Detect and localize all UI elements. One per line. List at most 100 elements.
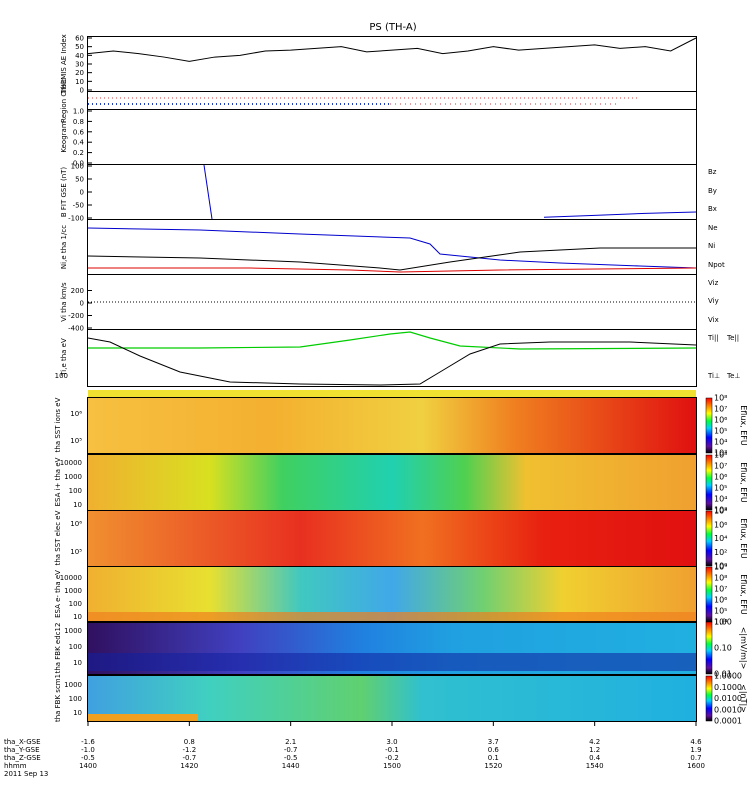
colorbar-tick-label: 0.0010 <box>714 705 742 714</box>
ae-tick-label: 40 <box>75 52 84 60</box>
sst-ion-ylabel: tha SST ions eV <box>54 397 62 452</box>
fbk-edc12-ytick-1: 100 <box>69 643 82 651</box>
footer-label-x: tha_X-GSE <box>4 738 41 746</box>
colorbar <box>705 510 713 567</box>
sst-elec-spectrogram <box>88 511 696 566</box>
temp-panel: 100 Ti,e tha eV Ti|| Te|| Ti⊥ Te⊥ <box>55 331 741 386</box>
esa-ion-ytick-3: 10000 <box>60 459 82 467</box>
colorbar-tick-label: 10⁸ <box>714 394 727 403</box>
time-axis-value: -1.2 <box>182 746 196 754</box>
time-axis-footer: tha_X-GSE tha_Y-GSE tha_Z-GSE hhmm 2011 … <box>4 721 705 778</box>
time-axis-value: -1.0 <box>81 746 95 754</box>
esa-ion-ytick-2: 1000 <box>64 473 82 481</box>
time-axis-value: 1.2 <box>589 746 600 754</box>
esa-elec-ytick-3: 10000 <box>60 574 82 582</box>
esa-elec-low-band <box>88 612 696 622</box>
bfit-tick-label: 0 <box>80 189 84 197</box>
time-axis-value: -0.5 <box>81 754 95 762</box>
colorbar <box>705 454 713 511</box>
colorbars: 10³ 10⁴ 10⁵ 10⁶ 10⁷ 10⁸ Eflux, EFU 10³ 10⁴ 10⁵ 10⁶… <box>705 394 748 726</box>
colorbar-tick-label: 10² <box>714 548 727 557</box>
ni-line <box>87 247 696 271</box>
bfit-panel: -100 -50 0 50 100 B FIT GSE (nT) Bz By Bx <box>60 163 717 223</box>
sst-ion-ytick-0: 10⁵ <box>70 437 82 445</box>
time-axis-value: 1400 <box>79 762 97 770</box>
bfit-yticks: -100 -50 0 50 100 <box>68 163 92 223</box>
keogram-panel: 0.0 0.2 0.4 0.6 0.8 1.0 Keogram <box>60 108 92 168</box>
legend-viy: Viy <box>708 297 719 305</box>
legend-bz: Bz <box>708 168 717 176</box>
colorbar-tick-label: 10⁶ <box>714 473 727 482</box>
region-ylabel: Region Orbit <box>60 79 68 123</box>
ae-tick-label: 30 <box>75 61 84 69</box>
keogram-tick-label: 0.8 <box>73 118 84 126</box>
time-axis-value: 4.6 <box>690 738 702 746</box>
panel-frames <box>87 36 697 387</box>
sst-elec-ylabel: tha SST elec eV <box>54 510 62 565</box>
fbk-edc12-ytick-0: 10 <box>73 659 82 667</box>
colorbar-tick-label: 1.00 <box>714 618 732 627</box>
fbk-edc12-ytick-2: 1000 <box>64 627 82 635</box>
npot-line <box>87 227 697 269</box>
colorbar-tick-label: 10³ <box>714 506 727 515</box>
sst-elec-ytick-1: 10⁶ <box>70 520 82 528</box>
colorbar-tick-label: 0.10 <box>714 644 732 653</box>
colorbar-tick-label: 10⁴ <box>714 534 727 543</box>
ae-ylabel: THEMIS AE Index <box>60 34 68 94</box>
time-axis-value: 1520 <box>484 762 502 770</box>
ne-line <box>88 267 697 273</box>
legend-te-par: Te|| <box>726 334 739 342</box>
sst-ion-top-strip <box>88 390 696 398</box>
colorbar-tick-label: 10⁵ <box>714 607 727 616</box>
footer-label-date: 2011 Sep 13 <box>4 770 48 778</box>
time-axis-value: 0.1 <box>488 754 499 762</box>
spectrogram-ylabels: tha SST ions eV 10⁶ 10⁵ ESA i+ tha eV 10… <box>54 397 82 722</box>
time-axis-value: 1.9 <box>690 746 701 754</box>
colorbar <box>705 397 713 454</box>
velocity-yticks: -400 -200 0 200 <box>68 287 92 333</box>
colorbar-label: Eflux, EFU <box>739 574 748 615</box>
time-axis-value: 3.7 <box>488 738 499 746</box>
legend-vix: Vix <box>708 316 719 324</box>
fbk-scm1-ytick-0: 10 <box>73 709 82 717</box>
density-panel: Ni,e tha 1/cc Ne Ni Npot <box>60 224 725 273</box>
colorbar-label: Eflux, EFU <box>739 518 748 559</box>
panel-keogram-frame <box>87 109 697 165</box>
sst-ion-spectrogram <box>88 398 696 453</box>
colorbar-tick-label: 10³ <box>714 449 727 458</box>
ti-par-line <box>88 331 697 350</box>
time-axis-value: 3.0 <box>386 738 397 746</box>
legend-ti-par: Ti|| <box>707 334 719 342</box>
panel-bfit-frame <box>87 164 697 220</box>
sst-elec-ytick-0: 10⁵ <box>70 548 82 556</box>
colorbar-tick-label: 10⁴ <box>714 495 727 504</box>
colorbar-tick-label: 1.0000 <box>714 672 742 681</box>
legend-viz: Viz <box>708 279 719 287</box>
temp-ylabel: Ti,e tha eV <box>60 338 68 377</box>
time-axis-value: 0.4 <box>589 754 601 762</box>
esa-elec-ytick-0: 10 <box>73 613 82 621</box>
colorbar-label: <|mV/m|> <box>739 627 748 670</box>
bx-steep-line <box>203 164 213 220</box>
bx-series-line <box>543 211 697 218</box>
legend-te-perp: Te⊥ <box>726 372 741 380</box>
velocity-tick-label: 0 <box>80 300 84 308</box>
colorbar-tick-label: 10⁸ <box>714 507 727 516</box>
colorbar-tick-label: 10⁵ <box>714 427 727 436</box>
ae-tick-label: 50 <box>75 43 84 51</box>
panel-density-frame <box>87 219 697 275</box>
footer-label-z: tha_Z-GSE <box>4 754 41 762</box>
esa-ion-ytick-1: 100 <box>69 487 82 495</box>
ae-tick-label: 20 <box>75 69 84 77</box>
velocity-ylabel: Vi tha km/s <box>60 282 68 322</box>
colorbar-tick-label: 10⁶ <box>714 416 727 425</box>
panel-region-frame <box>87 91 697 110</box>
temp-ytick-100: 100 <box>55 372 68 380</box>
time-axis-value: -0.1 <box>385 746 399 754</box>
fbk-scm1-ylabel: tha FBK scm1 <box>54 674 62 722</box>
density-ylabel: Ni,e tha 1/cc <box>60 225 68 269</box>
colorbar-tick-label: 10⁴ <box>714 618 727 627</box>
sst-ion-ytick-1: 10⁶ <box>70 410 82 418</box>
